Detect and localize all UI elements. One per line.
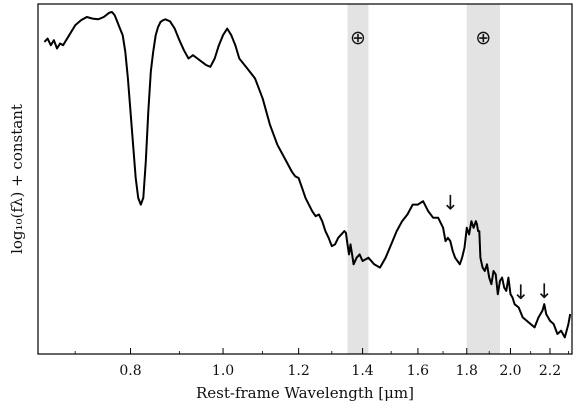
x-tick-label-0: 0.8 [119,363,141,379]
x-tick-label-2: 1.2 [288,363,310,379]
x-tick-label-6: 2.0 [499,363,521,379]
telluric-band-0 [347,4,369,354]
x-tick-label-4: 1.6 [407,363,429,379]
spectrum-line-layer [43,11,572,339]
x-tick-label-7: 2.2 [539,363,561,379]
x-axis-label: Rest-frame Wavelength [μm] [196,384,414,402]
feature-arrow-1: ↓ [512,280,529,304]
telluric-symbol-0: ⊕ [350,27,366,49]
x-tick-label-5: 1.8 [456,363,478,379]
telluric-symbol-1: ⊕ [475,27,491,49]
annotations: ⊕ ⊕ ↓ ↓ ↓ [350,27,553,304]
spectrum-line [43,11,572,339]
telluric-band-1 [466,4,500,354]
telluric-bands [347,4,500,354]
x-axis-ticks: 0.8 1.0 1.2 1.4 1.6 1.8 2.0 2.2 [74,348,569,379]
feature-arrow-0: ↓ [442,191,459,215]
feature-arrow-2: ↓ [536,279,553,303]
x-tick-label-3: 1.4 [351,363,373,379]
x-tick-label-1: 1.0 [212,363,234,379]
plot-frame [37,3,573,355]
y-axis-label: log₁₀(fλ) + constant [8,104,26,254]
